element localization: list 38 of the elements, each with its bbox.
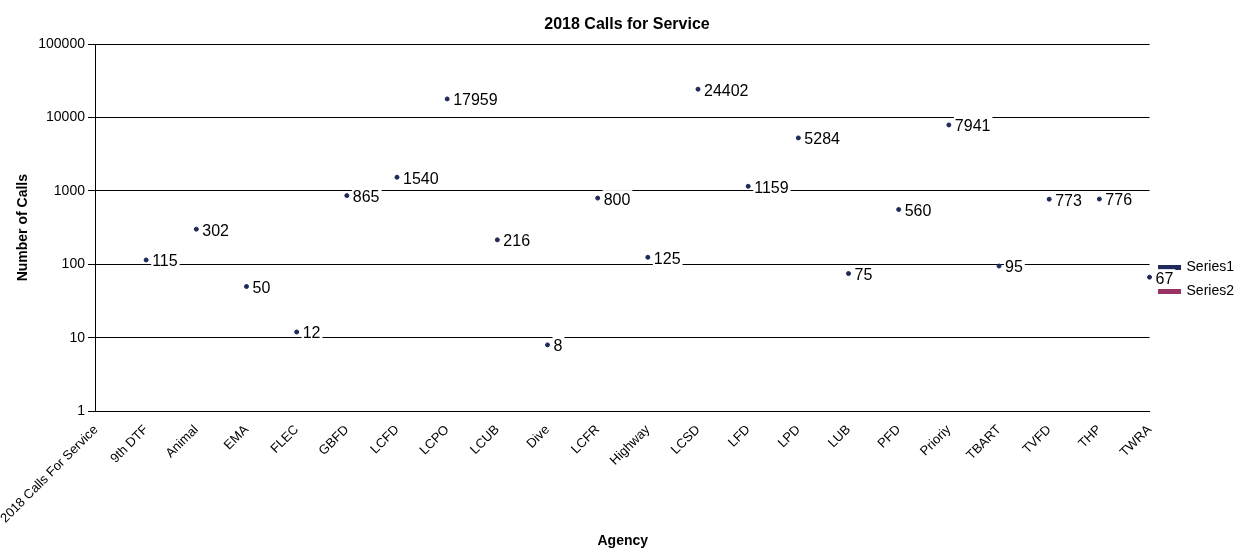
- y-tick-label: 100: [61, 255, 86, 272]
- data-label: 800: [603, 190, 631, 208]
- data-label: 302: [202, 221, 230, 239]
- data-label: 560: [904, 201, 932, 219]
- y-tick-label: 100000: [38, 35, 86, 52]
- legend-label: Series1: [1186, 258, 1235, 275]
- x-tick-label: Dive: [523, 421, 553, 451]
- x-tick-label: PFD: [874, 421, 904, 451]
- chart-title: 2018 Calls for Service: [544, 15, 710, 33]
- data-label: 8: [553, 337, 563, 355]
- x-tick-label: LUB: [824, 421, 854, 451]
- legend-label: Series2: [1186, 282, 1235, 299]
- data-label: 776: [1105, 191, 1133, 209]
- data-label: 5284: [804, 130, 841, 148]
- data-label: 1540: [403, 169, 439, 187]
- data-label: 7941: [954, 117, 991, 135]
- data-label: 1159: [754, 178, 789, 196]
- y-tick-label: 1000: [53, 181, 86, 198]
- x-tick-label: THP: [1075, 421, 1105, 451]
- data-label: 865: [352, 188, 380, 206]
- data-label: 115: [152, 252, 178, 270]
- data-label: 75: [854, 265, 873, 283]
- y-tick-label: 1: [77, 402, 86, 419]
- data-label: 125: [653, 249, 681, 267]
- data-label: 12: [302, 324, 321, 342]
- data-label: 24402: [704, 81, 749, 99]
- x-tick-label: LPD: [774, 421, 803, 451]
- data-label: 67: [1155, 269, 1174, 287]
- x-tick-label: LFD: [724, 421, 753, 450]
- y-tick-label: 10: [69, 328, 86, 345]
- x-axis-title: Agency: [597, 532, 649, 549]
- y-tick-label: 10000: [46, 108, 86, 125]
- data-label: 50: [252, 278, 271, 296]
- data-label: 773: [1055, 191, 1082, 209]
- y-axis-title: Number of Calls: [13, 173, 30, 282]
- data-label: 17959: [453, 91, 498, 109]
- data-label: 216: [503, 232, 531, 250]
- data-label: 95: [1005, 258, 1023, 276]
